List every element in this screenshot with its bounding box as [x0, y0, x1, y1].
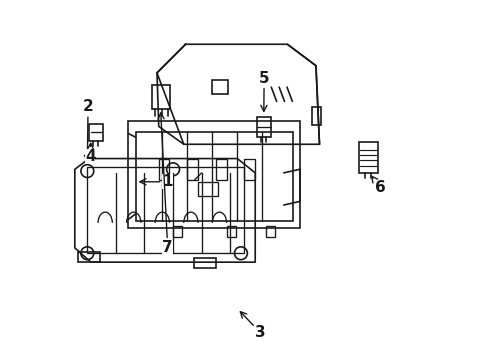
Bar: [173, 226, 182, 237]
Text: 2: 2: [82, 99, 93, 161]
Bar: [194, 257, 216, 267]
Bar: [198, 182, 217, 196]
Bar: [151, 85, 170, 109]
Bar: [226, 226, 235, 237]
Bar: [312, 107, 321, 125]
Text: 1: 1: [140, 174, 173, 189]
Bar: [135, 132, 292, 221]
Bar: [244, 158, 255, 180]
Text: 5: 5: [258, 71, 269, 111]
Bar: [78, 252, 100, 262]
Bar: [216, 158, 226, 180]
Bar: [187, 158, 198, 180]
Bar: [212, 80, 228, 94]
Bar: [87, 167, 244, 253]
Bar: [159, 158, 169, 180]
Bar: [358, 143, 378, 173]
Bar: [265, 226, 274, 237]
Text: 3: 3: [240, 312, 265, 341]
Bar: [89, 123, 102, 141]
Text: 6: 6: [371, 176, 385, 195]
Text: 7: 7: [158, 113, 173, 255]
Text: 4: 4: [85, 143, 95, 164]
Bar: [128, 121, 299, 228]
Bar: [257, 117, 270, 137]
